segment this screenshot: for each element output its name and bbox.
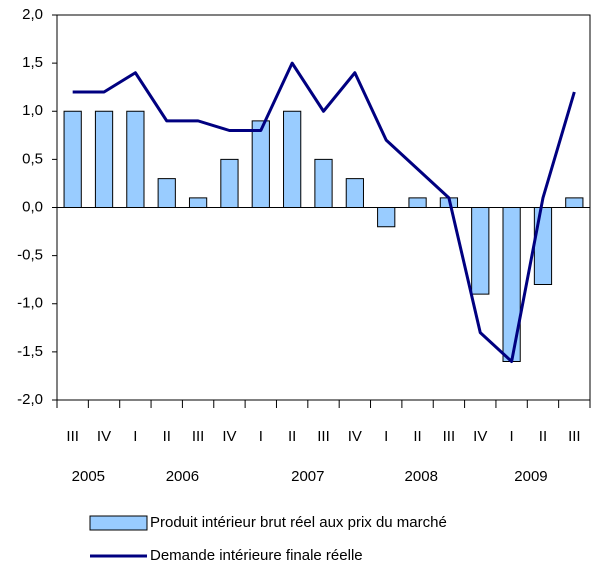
bar (188, 197, 208, 208)
line (72, 61, 576, 363)
bar (157, 178, 176, 208)
x-tick-label: I (384, 428, 388, 445)
x-tick-label: II (288, 428, 296, 445)
y-tick-label: -0,5 (17, 247, 43, 264)
x-tick-label: I (510, 428, 514, 445)
legend-label: Demande intérieure finale réelle (150, 547, 363, 564)
year-label: 2007 (291, 468, 324, 485)
bar (126, 110, 145, 208)
y-tick-label: 0,0 (22, 198, 43, 215)
x-tick-label: III (568, 428, 581, 445)
x-tick-label: I (133, 428, 137, 445)
y-tick-label: -1,0 (17, 295, 43, 312)
bar (565, 197, 584, 208)
year-label: 2009 (514, 468, 547, 485)
x-tick-label: IV (222, 428, 236, 445)
x-tick-label: II (163, 428, 171, 445)
bar (283, 110, 302, 208)
legend-label: Produit intérieur brut réel aux prix du … (150, 514, 447, 531)
y-tick-label: 0,5 (22, 150, 43, 167)
x-tick-label: III (66, 428, 79, 445)
bar (408, 197, 427, 208)
bar (314, 158, 333, 208)
bar (220, 158, 239, 208)
year-label: 2006 (166, 468, 199, 485)
bar (502, 207, 521, 362)
y-tick-label: 1,0 (22, 102, 43, 119)
y-tick-label: -1,5 (17, 343, 43, 360)
bar (471, 207, 490, 295)
x-tick-label: IV (473, 428, 487, 445)
y-tick-label: 1,5 (22, 54, 43, 71)
bar (345, 178, 364, 208)
x-tick-label: IV (348, 428, 362, 445)
bar (94, 110, 114, 208)
x-tick-label: I (259, 428, 263, 445)
x-tick-label: III (192, 428, 205, 445)
x-tick-label: II (539, 428, 547, 445)
bar (533, 207, 553, 285)
bar (63, 110, 82, 208)
y-tick-label: 2,0 (22, 6, 43, 23)
x-tick-label: III (443, 428, 456, 445)
x-tick-label: II (413, 428, 421, 445)
x-tick-label: IV (97, 428, 111, 445)
y-tick-label: -2,0 (17, 391, 43, 408)
x-tick-label: III (317, 428, 330, 445)
legend-swatch (89, 515, 148, 531)
bar (251, 120, 270, 208)
year-label: 2005 (72, 468, 105, 485)
bar (377, 207, 396, 228)
year-label: 2008 (405, 468, 438, 485)
